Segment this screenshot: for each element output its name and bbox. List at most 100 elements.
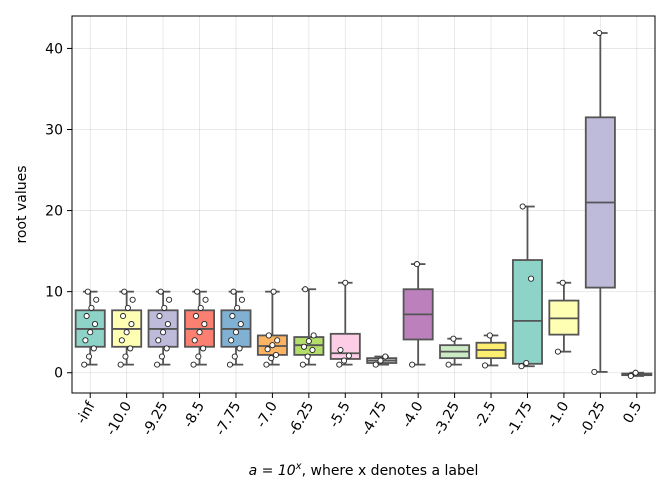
data-point [232, 329, 240, 336]
y-tick-label: 30 [45, 123, 63, 139]
data-point [82, 337, 89, 344]
x-tick-label: -1.0 [545, 399, 573, 431]
x-tick-label: -10.0 [103, 399, 135, 438]
data-point [118, 337, 125, 344]
data-point [413, 261, 421, 268]
data-point [272, 351, 280, 358]
data-point [158, 353, 165, 360]
x-tick-label: -3.25 [431, 399, 463, 438]
data-point [342, 279, 349, 286]
data-point [337, 346, 344, 354]
y-tick-label: 20 [45, 204, 63, 220]
data-point [157, 288, 164, 295]
data-point [192, 312, 199, 320]
data-point [85, 353, 93, 360]
box--6.25 [293, 286, 325, 368]
x-tick-label: -4.0 [399, 399, 427, 431]
data-point [519, 203, 526, 210]
box--3.25 [439, 335, 471, 368]
data-point [160, 329, 167, 336]
data-point [201, 321, 208, 328]
data-point [120, 312, 127, 320]
data-point [309, 346, 316, 354]
data-point [121, 288, 128, 295]
data-point [128, 321, 135, 328]
data-point [237, 321, 244, 328]
x-tick-label: -5.5 [326, 399, 354, 431]
data-point [226, 361, 234, 368]
data-point [155, 337, 162, 344]
x-tick-label: -inf [73, 398, 99, 427]
data-point [163, 345, 170, 352]
box--10.0 [111, 288, 143, 368]
x-tick-label: -8.5 [180, 399, 208, 431]
data-point [310, 332, 317, 339]
data-point [305, 338, 312, 345]
data-point [81, 361, 88, 368]
data-point [129, 296, 136, 303]
x-tick-label: 0.5 [620, 399, 645, 426]
data-point [486, 332, 493, 339]
data-point [445, 361, 452, 368]
data-point [230, 288, 237, 295]
x-tick-label: -1.75 [504, 399, 536, 438]
x-axis-label: a = 10x, where x denotes a label [249, 461, 479, 479]
data-point [190, 361, 197, 368]
data-point [122, 353, 129, 360]
data-point [117, 361, 124, 368]
x-tick-label: -9.25 [140, 399, 172, 438]
boxes [74, 29, 653, 380]
data-point [336, 361, 343, 368]
x-axis-label-prefix: a = 10 [249, 463, 296, 479]
box--2.5 [475, 332, 507, 369]
data-point [88, 304, 95, 311]
data-point [197, 304, 204, 311]
data-point [127, 345, 134, 352]
data-point [161, 304, 168, 311]
data-point [156, 312, 163, 320]
data-point [554, 348, 561, 355]
data-point [265, 332, 272, 339]
data-point [87, 329, 94, 336]
data-point [377, 357, 384, 364]
data-point [236, 345, 243, 352]
data-point [304, 353, 311, 360]
x-tick-label: -7.75 [212, 399, 244, 438]
data-point [274, 337, 281, 344]
data-point [264, 346, 271, 353]
data-point [234, 304, 241, 311]
box--8.5 [184, 288, 216, 368]
data-point [123, 329, 130, 336]
data-point [231, 353, 238, 360]
data-point [228, 337, 235, 344]
data-point [124, 304, 131, 311]
data-point [191, 337, 198, 344]
data-point [409, 361, 416, 368]
data-point [528, 275, 535, 282]
data-point [518, 363, 525, 370]
data-point [91, 321, 99, 328]
x-tick-label: -4.75 [358, 399, 390, 438]
box-body [511, 259, 543, 365]
x-tick-label: -2.5 [472, 399, 500, 431]
box--7.75 [220, 288, 252, 368]
box--0.25 [584, 29, 616, 375]
data-point [164, 321, 171, 328]
data-point [596, 29, 603, 37]
box--5.5 [329, 279, 361, 368]
data-point [632, 369, 639, 376]
data-point [166, 296, 173, 303]
box--4.0 [402, 261, 434, 368]
box--9.25 [147, 288, 179, 368]
data-point [93, 296, 100, 303]
data-point [345, 352, 352, 359]
data-point [268, 355, 275, 362]
box--7.0 [256, 288, 288, 368]
data-point [591, 368, 598, 375]
data-point [154, 361, 161, 368]
x-axis-label-exponent: x [295, 461, 302, 472]
x-tick-label: -6.25 [285, 399, 317, 438]
data-point [302, 286, 309, 293]
data-point [382, 353, 389, 360]
